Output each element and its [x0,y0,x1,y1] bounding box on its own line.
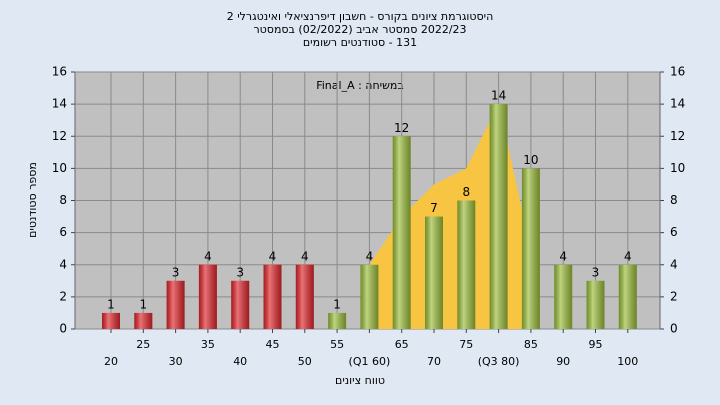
y2-tick-label: 4 [670,257,678,271]
x-tick-label: 70 [427,355,441,368]
x-tick-label: (Q3 80) [478,355,520,368]
bar-shade [586,280,605,329]
bar-shade [295,264,314,329]
y-tick-label: 14 [52,97,67,111]
value-label: 1 [107,297,115,311]
x-tick-label: 100 [617,355,638,368]
x-tick-label: 85 [524,338,538,351]
value-label: 7 [430,201,438,215]
y-tick-label: 12 [52,129,67,143]
x-tick-label: 35 [201,338,215,351]
bar-shade [166,280,185,329]
value-label: 1 [139,297,147,311]
bar-shade [198,264,217,329]
y2-tick-label: 0 [670,322,678,336]
bar-shade [328,312,347,329]
value-label: 10 [523,153,538,167]
x-tick-label: 40 [233,355,247,368]
bar-shade [231,280,250,329]
value-label: 12 [394,121,409,135]
bar-shade [457,200,476,329]
x-tick-label: 75 [459,338,473,351]
chart-title: היסטוגרמת ציונים בקורס - חשבון דיפרנציאל… [227,10,494,23]
y2-tick-label: 16 [670,65,685,79]
bar-shade [102,312,120,329]
y2-tick-label: 14 [670,97,685,111]
bar-shade [618,264,637,329]
y2-tick-label: 2 [670,289,678,303]
y-tick-label: 0 [59,322,67,336]
bar-shade [134,312,153,329]
bar-shade [263,264,282,329]
x-tick-label: 25 [136,338,150,351]
x-tick-label: 20 [104,355,118,368]
value-label: 3 [592,265,600,279]
x-tick-label: 55 [330,338,344,351]
value-label: 3 [236,265,244,279]
x-tick-label: 65 [395,338,409,351]
value-label: 4 [559,249,567,263]
x-tick-label: 45 [266,338,280,351]
y-tick-label: 2 [59,289,67,303]
bar-shade [392,136,411,329]
value-label: 3 [172,265,180,279]
x-tick-label: 90 [556,355,570,368]
y2-tick-label: 12 [670,129,685,143]
value-label: 1 [333,297,341,311]
bar-shade [425,216,443,329]
value-label: 4 [366,249,374,263]
value-label: 4 [624,249,632,263]
x-tick-label: 30 [169,355,183,368]
x-axis-label: טווח ציונים [335,374,385,387]
chart-title: 131 - סטודנטים רשומים [303,36,417,49]
value-label: 8 [462,185,470,199]
value-label: 4 [204,249,212,263]
bar-shade [554,264,573,329]
y-axis-label: מספר סטודנטים [26,162,39,238]
y2-tick-label: 8 [670,193,678,207]
chart-title: 2022/23 סמסטר אביב (02/2022) בסמסטר [253,23,466,36]
y-tick-label: 4 [59,257,67,271]
x-tick-label: 50 [298,355,312,368]
x-tick-label: (Q1 60) [349,355,391,368]
bar-shade [521,168,540,329]
bar-shade [489,104,508,329]
annotation: במשיחה : Final_A [316,79,404,92]
value-label: 14 [491,89,506,103]
x-tick-label: 95 [589,338,603,351]
value-label: 4 [269,249,277,263]
y2-tick-label: 10 [670,161,685,175]
value-label: 4 [301,249,309,263]
y-tick-label: 10 [52,161,67,175]
y-tick-label: 8 [59,193,67,207]
y2-tick-label: 6 [670,225,678,239]
bar-shade [360,264,379,329]
y-tick-label: 6 [59,225,67,239]
y-tick-label: 16 [52,65,67,79]
